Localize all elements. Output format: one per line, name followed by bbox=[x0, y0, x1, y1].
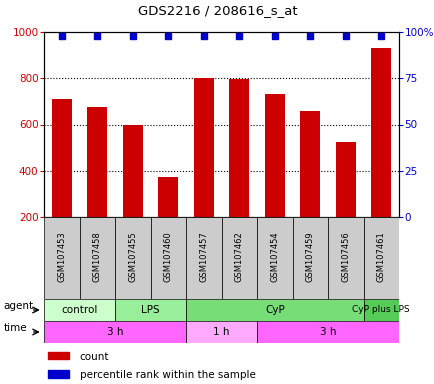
Point bbox=[306, 33, 313, 39]
Text: 3 h: 3 h bbox=[106, 327, 123, 337]
Bar bbox=[47, 352, 69, 359]
Text: GSM107462: GSM107462 bbox=[234, 231, 243, 282]
Bar bbox=[123, 124, 142, 217]
Bar bbox=[300, 111, 319, 217]
Bar bbox=[256, 217, 292, 299]
Bar bbox=[79, 217, 115, 299]
Text: GSM107455: GSM107455 bbox=[128, 231, 137, 282]
Text: CyP plus LPS: CyP plus LPS bbox=[352, 306, 409, 314]
Text: 3 h: 3 h bbox=[319, 327, 335, 337]
Bar bbox=[44, 321, 186, 343]
Point bbox=[200, 33, 207, 39]
Bar bbox=[256, 321, 398, 343]
Point bbox=[164, 33, 171, 39]
Text: agent: agent bbox=[3, 301, 33, 311]
Bar bbox=[150, 217, 186, 299]
Text: GSM107458: GSM107458 bbox=[92, 231, 102, 282]
Text: percentile rank within the sample: percentile rank within the sample bbox=[79, 371, 255, 381]
Text: GSM107457: GSM107457 bbox=[199, 231, 208, 282]
Point bbox=[271, 33, 278, 39]
Point bbox=[58, 33, 65, 39]
Text: GSM107454: GSM107454 bbox=[270, 231, 279, 282]
Bar bbox=[327, 217, 363, 299]
Text: GSM107461: GSM107461 bbox=[376, 231, 385, 282]
Bar bbox=[229, 79, 248, 217]
Bar bbox=[221, 217, 256, 299]
Bar bbox=[371, 48, 390, 217]
Bar bbox=[194, 78, 213, 217]
Text: LPS: LPS bbox=[141, 305, 159, 315]
Text: 1 h: 1 h bbox=[213, 327, 229, 337]
Bar bbox=[363, 217, 398, 299]
Bar bbox=[363, 299, 398, 321]
Bar bbox=[115, 217, 150, 299]
Bar bbox=[264, 94, 284, 217]
Text: GDS2216 / 208616_s_at: GDS2216 / 208616_s_at bbox=[138, 4, 296, 17]
Bar bbox=[87, 107, 107, 217]
Bar bbox=[47, 370, 69, 378]
Point bbox=[377, 33, 384, 39]
Bar bbox=[292, 217, 327, 299]
Text: GSM107456: GSM107456 bbox=[340, 231, 349, 282]
Text: GSM107459: GSM107459 bbox=[305, 231, 314, 282]
Text: GSM107453: GSM107453 bbox=[57, 231, 66, 282]
Bar bbox=[186, 217, 221, 299]
Point bbox=[94, 33, 101, 39]
Point bbox=[129, 33, 136, 39]
Bar bbox=[52, 99, 71, 217]
Bar bbox=[158, 177, 178, 217]
Bar bbox=[186, 321, 256, 343]
Point bbox=[342, 33, 349, 39]
Text: GSM107460: GSM107460 bbox=[163, 231, 172, 282]
Text: CyP: CyP bbox=[264, 305, 284, 315]
Bar bbox=[44, 299, 115, 321]
Text: control: control bbox=[61, 305, 98, 315]
Text: time: time bbox=[3, 323, 27, 333]
Bar bbox=[186, 299, 363, 321]
Point bbox=[235, 33, 242, 39]
Bar bbox=[44, 217, 79, 299]
Bar bbox=[335, 142, 355, 217]
Text: count: count bbox=[79, 352, 109, 362]
Bar bbox=[115, 299, 186, 321]
